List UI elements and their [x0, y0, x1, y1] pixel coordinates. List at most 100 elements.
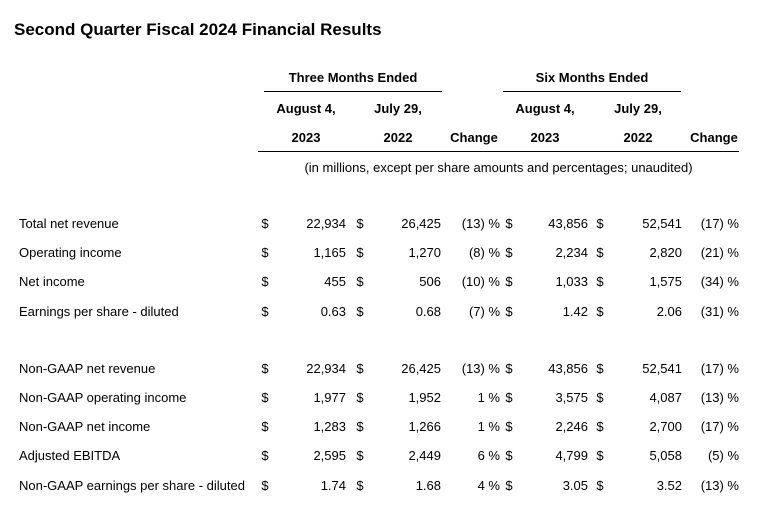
- row-label: Non-GAAP net income: [19, 419, 151, 434]
- currency-symbol: $: [596, 361, 604, 376]
- value-ytd-2022: 5,058: [649, 448, 682, 463]
- value-q-2023: 2,595: [313, 448, 346, 463]
- currency-symbol: $: [356, 245, 364, 260]
- currency-symbol: $: [505, 304, 513, 319]
- currency-symbol: $: [261, 274, 269, 289]
- row-label: Adjusted EBITDA: [19, 448, 121, 463]
- value-ytd-2022: 2,700: [649, 419, 682, 434]
- value-ytd-2023: 4,799: [555, 448, 588, 463]
- currency-symbol: $: [505, 216, 513, 231]
- three-months-underline: [264, 91, 442, 92]
- currency-symbol: $: [261, 361, 269, 376]
- value-q-2023: 22,934: [306, 361, 346, 376]
- col-2023-ytd-header: 2023: [530, 130, 560, 145]
- six-months-header: Six Months Ended: [535, 70, 649, 85]
- currency-symbol: $: [261, 390, 269, 405]
- change-q: (7) %: [468, 304, 500, 319]
- change-q: (13) %: [461, 216, 500, 231]
- three-months-header: Three Months Ended: [288, 70, 418, 85]
- col-2022-ytd-header: 2022: [623, 130, 653, 145]
- currency-symbol: $: [596, 274, 604, 289]
- header-rule: [258, 151, 739, 152]
- value-q-2022: 2,449: [408, 448, 441, 463]
- value-q-2022: 1,952: [408, 390, 441, 405]
- change-ytd: (17) %: [700, 419, 739, 434]
- currency-symbol: $: [596, 390, 604, 405]
- change-ytd: (5) %: [707, 448, 739, 463]
- row-label: Net income: [19, 274, 85, 289]
- col-jul29-header: July 29,: [374, 101, 422, 116]
- change-q: (10) %: [461, 274, 500, 289]
- col-2022-header: 2022: [383, 130, 413, 145]
- currency-symbol: $: [505, 361, 513, 376]
- value-ytd-2022: 3.52: [656, 478, 682, 493]
- value-q-2022: 1,270: [408, 245, 441, 260]
- value-ytd-2023: 2,234: [555, 245, 588, 260]
- value-q-2022: 0.68: [415, 304, 441, 319]
- currency-symbol: $: [261, 419, 269, 434]
- value-ytd-2022: 52,541: [642, 216, 682, 231]
- currency-symbol: $: [505, 274, 513, 289]
- value-q-2022: 26,425: [401, 216, 441, 231]
- col-change-header: Change: [450, 130, 498, 145]
- col-aug4-ytd-header: August 4,: [515, 101, 575, 116]
- value-ytd-2022: 52,541: [642, 361, 682, 376]
- value-ytd-2022: 2,820: [649, 245, 682, 260]
- currency-symbol: $: [261, 245, 269, 260]
- value-q-2022: 26,425: [401, 361, 441, 376]
- units-note: (in millions, except per share amounts a…: [304, 160, 693, 175]
- value-q-2023: 1.74: [320, 478, 346, 493]
- change-q: 4 %: [477, 478, 500, 493]
- row-label: Non-GAAP operating income: [19, 390, 187, 405]
- currency-symbol: $: [596, 216, 604, 231]
- col-aug4-header: August 4,: [276, 101, 336, 116]
- change-q: 1 %: [477, 390, 500, 405]
- currency-symbol: $: [505, 390, 513, 405]
- currency-symbol: $: [505, 448, 513, 463]
- change-q: 6 %: [477, 448, 500, 463]
- col-jul29-ytd-header: July 29,: [614, 101, 662, 116]
- row-label: Total net revenue: [19, 216, 119, 231]
- change-ytd: (34) %: [700, 274, 739, 289]
- col-2023-header: 2023: [291, 130, 321, 145]
- change-ytd: (17) %: [700, 361, 739, 376]
- value-ytd-2023: 1,033: [555, 274, 588, 289]
- value-q-2022: 506: [419, 274, 441, 289]
- currency-symbol: $: [261, 216, 269, 231]
- currency-symbol: $: [261, 304, 269, 319]
- value-q-2023: 1,977: [313, 390, 346, 405]
- change-q: (13) %: [461, 361, 500, 376]
- change-ytd: (21) %: [700, 245, 739, 260]
- value-ytd-2023: 3.05: [562, 478, 588, 493]
- currency-symbol: $: [596, 245, 604, 260]
- currency-symbol: $: [596, 448, 604, 463]
- currency-symbol: $: [356, 304, 364, 319]
- currency-symbol: $: [356, 274, 364, 289]
- currency-symbol: $: [261, 448, 269, 463]
- currency-symbol: $: [505, 478, 513, 493]
- currency-symbol: $: [356, 448, 364, 463]
- change-q: (8) %: [468, 245, 500, 260]
- currency-symbol: $: [356, 216, 364, 231]
- value-ytd-2022: 4,087: [649, 390, 682, 405]
- currency-symbol: $: [596, 478, 604, 493]
- row-label: Earnings per share - diluted: [19, 304, 179, 319]
- value-q-2023: 22,934: [306, 216, 346, 231]
- change-q: 1 %: [477, 419, 500, 434]
- value-q-2023: 0.63: [320, 304, 346, 319]
- currency-symbol: $: [356, 361, 364, 376]
- value-q-2023: 455: [324, 274, 346, 289]
- value-ytd-2023: 43,856: [548, 361, 588, 376]
- row-label: Non-GAAP net revenue: [19, 361, 156, 376]
- currency-symbol: $: [505, 419, 513, 434]
- value-ytd-2023: 3,575: [555, 390, 588, 405]
- currency-symbol: $: [356, 478, 364, 493]
- value-q-2022: 1,266: [408, 419, 441, 434]
- currency-symbol: $: [596, 419, 604, 434]
- row-label: Non-GAAP earnings per share - diluted: [19, 478, 245, 493]
- change-ytd: (17) %: [700, 216, 739, 231]
- value-q-2023: 1,283: [313, 419, 346, 434]
- change-ytd: (13) %: [700, 478, 739, 493]
- currency-symbol: $: [505, 245, 513, 260]
- col-change-ytd-header: Change: [690, 130, 738, 145]
